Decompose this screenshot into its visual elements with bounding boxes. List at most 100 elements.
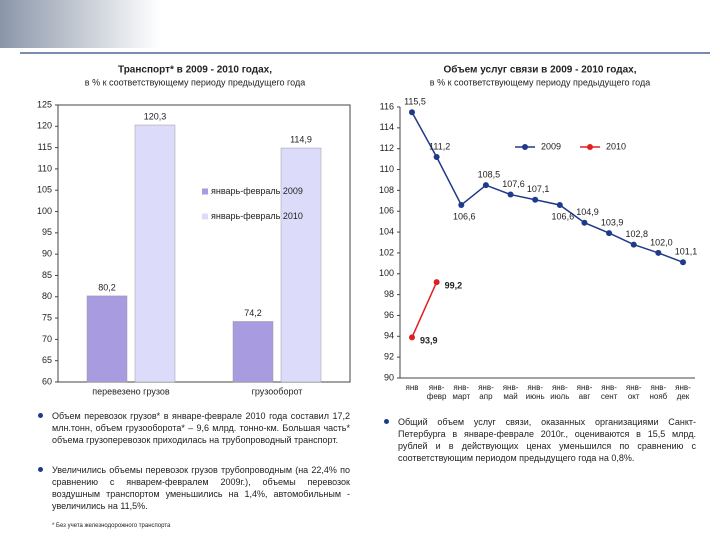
point bbox=[409, 334, 415, 341]
chart-title: Транспорт* в 2009 - 2010 годах, bbox=[118, 65, 272, 76]
legend-swatch bbox=[202, 213, 208, 220]
data-label: 74,2 bbox=[244, 308, 262, 318]
point bbox=[482, 182, 489, 189]
bar bbox=[134, 124, 176, 383]
x-tick-label: янв-авг bbox=[576, 383, 593, 401]
legend-label: 2010 bbox=[606, 141, 626, 151]
bullet-text: Увеличились объемы перевозок грузов труб… bbox=[38, 465, 350, 511]
x-tick-label: янв-май bbox=[502, 383, 519, 401]
data-label: 99,2 bbox=[445, 280, 463, 290]
x-tick-label: грузооборот bbox=[252, 386, 303, 396]
x-tick-label: янв-нояб bbox=[649, 383, 668, 401]
y-tick-label: 95 bbox=[42, 227, 52, 237]
plot-frame bbox=[57, 104, 351, 383]
header-image bbox=[0, 0, 160, 48]
x-tick-label: янв-март bbox=[452, 383, 471, 401]
x-tick-label: янв-сент bbox=[600, 383, 618, 401]
legend-label: январь-февраль 2009 bbox=[211, 186, 303, 196]
series-line bbox=[411, 111, 684, 264]
point bbox=[409, 109, 415, 116]
legend-marker bbox=[522, 144, 528, 150]
data-label: 106,6 bbox=[552, 211, 575, 221]
point bbox=[655, 249, 662, 256]
data-label: 101,1 bbox=[675, 247, 698, 257]
y-tick-label: 75 bbox=[42, 312, 52, 322]
bar bbox=[86, 295, 128, 383]
legend-label: январь-февраль 2010 bbox=[211, 211, 303, 221]
point bbox=[680, 259, 686, 266]
x-tick-label: перевезено грузов bbox=[92, 386, 170, 396]
data-label: 107,1 bbox=[527, 184, 550, 194]
bullet-text: Общий объем услуг связи, оказанных орган… bbox=[384, 417, 696, 463]
y-tick-label: 108 bbox=[379, 185, 394, 195]
y-tick-label: 92 bbox=[384, 352, 394, 362]
y-tick-label: 125 bbox=[37, 99, 52, 109]
data-label: 103,9 bbox=[601, 217, 624, 227]
y-tick-label: 85 bbox=[42, 270, 52, 280]
data-label: 93,9 bbox=[420, 336, 438, 346]
y-tick-label: 65 bbox=[42, 355, 52, 365]
y-tick-label: 98 bbox=[384, 289, 394, 299]
header-rule bbox=[20, 52, 710, 54]
legend-marker bbox=[587, 144, 593, 150]
x-tick-label: янв-февр bbox=[426, 383, 447, 401]
y-tick-label: 114 bbox=[380, 122, 394, 132]
data-label: 102,8 bbox=[625, 229, 648, 239]
point bbox=[556, 201, 563, 208]
data-label: 108,5 bbox=[478, 170, 501, 180]
y-tick-label: 104 bbox=[379, 226, 394, 236]
point bbox=[581, 219, 588, 226]
point bbox=[458, 201, 465, 208]
x-tick-label: янв-июнь bbox=[525, 383, 545, 401]
x-tick-label: янв-дек bbox=[675, 383, 691, 401]
data-label: 107,6 bbox=[502, 179, 525, 189]
bullet-text: Объем перевозок грузов* в январе-феврале… bbox=[38, 411, 350, 445]
footnote: * Без учета железнодорожного транспорта bbox=[52, 523, 171, 529]
y-tick-label: 94 bbox=[384, 331, 394, 341]
y-tick-label: 110 bbox=[38, 163, 52, 173]
point bbox=[532, 196, 539, 203]
y-tick-label: 115 bbox=[38, 142, 52, 152]
y-tick-label: 90 bbox=[384, 372, 394, 382]
data-label: 115,5 bbox=[404, 97, 426, 107]
point bbox=[433, 154, 440, 161]
y-tick-label: 106 bbox=[379, 206, 394, 216]
y-tick-label: 60 bbox=[42, 376, 52, 386]
y-tick-label: 105 bbox=[37, 185, 52, 195]
x-tick-label: янв bbox=[405, 383, 419, 392]
y-tick-label: 100 bbox=[379, 268, 394, 278]
data-label: 120,3 bbox=[144, 111, 167, 121]
data-label: 80,2 bbox=[98, 282, 116, 292]
y-tick-label: 90 bbox=[42, 249, 52, 259]
x-tick-label: янв-апр bbox=[478, 383, 494, 401]
point bbox=[507, 191, 514, 198]
data-label: 104,9 bbox=[576, 207, 599, 217]
y-tick-label: 100 bbox=[37, 206, 52, 216]
point bbox=[630, 241, 637, 248]
x-tick-label: янв-окт bbox=[625, 383, 642, 401]
y-tick-label: 102 bbox=[379, 247, 394, 257]
data-label: 111,2 bbox=[429, 141, 450, 151]
chart-subtitle: в % к соответствующему периоду предыдуще… bbox=[85, 77, 305, 87]
y-tick-label: 112 bbox=[380, 143, 394, 153]
y-tick-label: 110 bbox=[380, 164, 394, 174]
chart-title: Объем услуг связи в 2009 - 2010 годах, bbox=[444, 64, 637, 76]
data-label: 102,0 bbox=[650, 237, 673, 247]
data-label: 106,6 bbox=[453, 211, 476, 221]
y-tick-label: 120 bbox=[37, 121, 52, 131]
series-line bbox=[411, 281, 438, 338]
y-tick-label: 116 bbox=[380, 101, 394, 111]
legend-swatch bbox=[202, 188, 208, 195]
y-tick-label: 70 bbox=[42, 334, 52, 344]
y-tick-label: 80 bbox=[42, 291, 52, 301]
point bbox=[606, 230, 613, 237]
data-label: 114,9 bbox=[290, 134, 312, 144]
bar bbox=[232, 321, 274, 383]
point bbox=[433, 279, 440, 286]
legend-label: 2009 bbox=[541, 141, 561, 151]
x-tick-label: янв-июль bbox=[550, 383, 570, 401]
y-tick-label: 96 bbox=[384, 310, 394, 320]
bar bbox=[280, 147, 322, 383]
